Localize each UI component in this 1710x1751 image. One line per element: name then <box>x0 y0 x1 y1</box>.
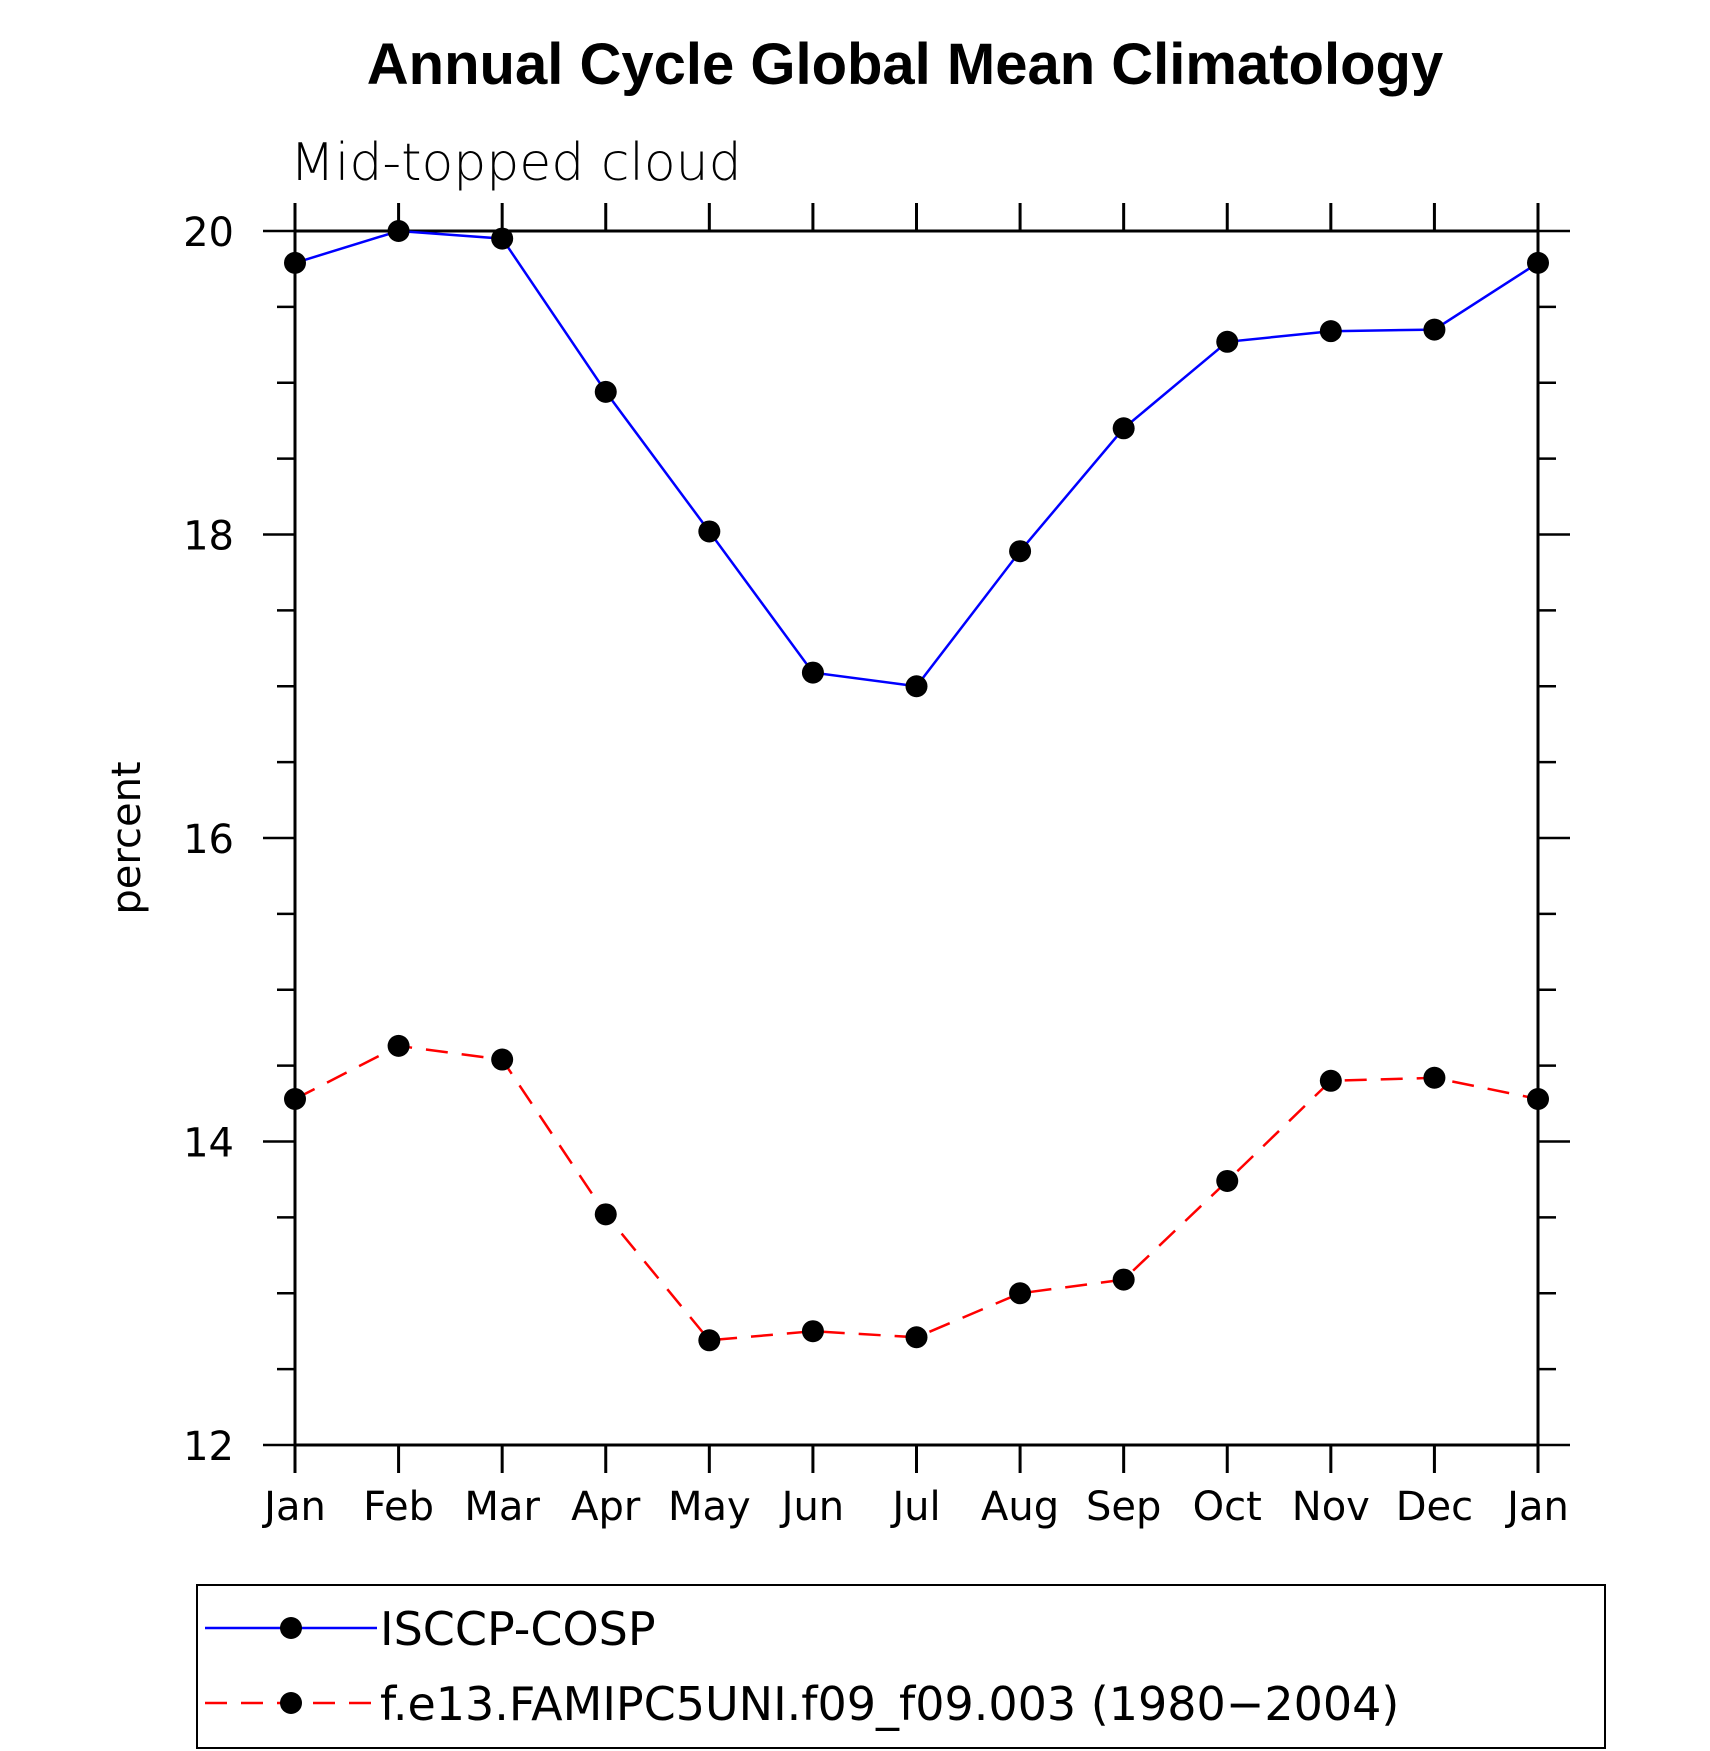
x-tick-label: May <box>668 1484 751 1530</box>
legend-label-model: f.e13.FAMIPC5UNI.f09_f09.003 (1980−2004) <box>380 1677 1399 1731</box>
data-point-1-8 <box>1112 1268 1135 1291</box>
data-point-0-12 <box>1527 251 1549 274</box>
data-point-1-3 <box>594 1203 617 1226</box>
data-point-0-11 <box>1423 318 1446 341</box>
legend-box <box>196 1584 1606 1749</box>
data-point-0-5 <box>801 661 824 684</box>
data-point-0-6 <box>905 675 928 698</box>
series-layer <box>284 220 1549 1352</box>
data-point-1-11 <box>1423 1066 1446 1089</box>
chart-subtitle: Mid-topped cloud <box>290 133 742 193</box>
y-tick-label: 20 <box>183 210 234 256</box>
data-point-1-5 <box>801 1320 824 1343</box>
x-tick-label: Sep <box>1086 1484 1161 1530</box>
data-point-1-12 <box>1527 1088 1549 1111</box>
data-point-0-7 <box>1009 540 1032 563</box>
x-tick-label: Feb <box>363 1484 434 1530</box>
legend-label-isccp: ISCCP-COSP <box>380 1602 656 1656</box>
data-point-0-4 <box>698 520 721 543</box>
y-tick-labels: 12 14 16 18 20 <box>183 210 234 1470</box>
data-point-0-10 <box>1319 320 1342 343</box>
x-tick-label: Jun <box>779 1484 845 1530</box>
legend-marker-isccp <box>280 1617 302 1639</box>
data-point-0-8 <box>1112 417 1135 440</box>
data-point-1-7 <box>1009 1282 1032 1305</box>
data-point-1-0 <box>284 1088 306 1111</box>
x-tick-label: Nov <box>1292 1484 1370 1530</box>
data-point-1-4 <box>698 1329 721 1352</box>
series-line-0 <box>294 229 1539 688</box>
chart-title: Annual Cycle Global Mean Climatology <box>367 32 1443 97</box>
legend-entry-isccp: ISCCP-COSP <box>205 1602 656 1656</box>
y-tick-label: 12 <box>183 1424 234 1470</box>
data-point-0-3 <box>594 380 617 403</box>
data-point-0-9 <box>1216 330 1239 353</box>
x-tick-label: Oct <box>1193 1484 1262 1530</box>
data-point-0-1 <box>387 220 410 242</box>
legend-entry-model: f.e13.FAMIPC5UNI.f09_f09.003 (1980−2004) <box>205 1677 1399 1731</box>
y-axis-label: percent <box>104 761 150 914</box>
x-tick-label: Jan <box>261 1484 326 1530</box>
y-tick-label: 16 <box>183 817 234 863</box>
data-point-1-2 <box>491 1048 514 1071</box>
x-tick-label: Aug <box>981 1484 1059 1530</box>
data-point-1-10 <box>1319 1069 1342 1092</box>
x-tick-label: Dec <box>1396 1484 1473 1530</box>
y-tick-label: 14 <box>183 1121 234 1167</box>
x-tick-label: Apr <box>571 1484 641 1530</box>
x-tick-labels: Jan Feb Mar Apr May Jun Jul Aug Sep Oct Nov Dec Jan <box>261 1484 1569 1530</box>
x-tick-label: Mar <box>464 1484 540 1530</box>
y-tick-label: 18 <box>183 514 234 560</box>
legend-marker-model <box>280 1692 302 1714</box>
x-tick-label: Jan <box>1504 1484 1569 1530</box>
data-point-0-2 <box>491 227 514 250</box>
axis-ticks <box>263 203 1570 1473</box>
data-point-1-6 <box>905 1326 928 1349</box>
data-point-1-1 <box>387 1034 410 1057</box>
x-tick-label: Jul <box>889 1484 940 1530</box>
series-line-1 <box>294 1044 1539 1342</box>
data-point-0-0 <box>284 251 306 274</box>
plot-frame <box>293 229 1540 1447</box>
data-point-1-9 <box>1216 1169 1239 1192</box>
